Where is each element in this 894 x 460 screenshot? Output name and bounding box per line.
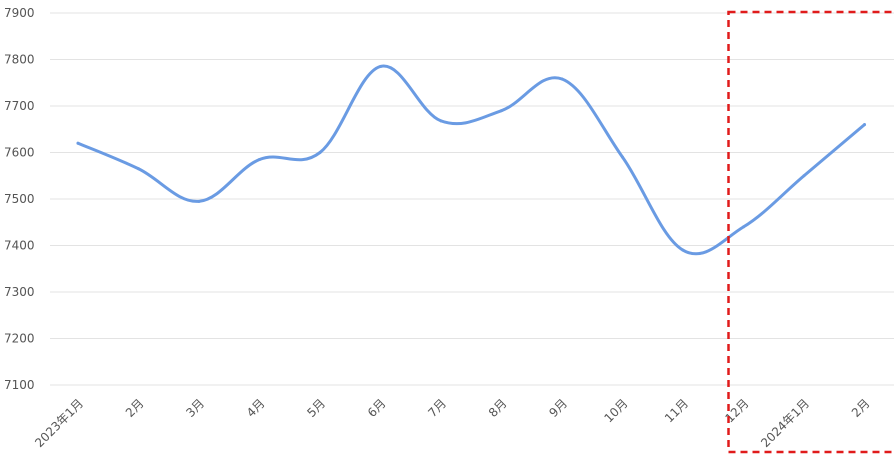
data-point bbox=[319, 151, 322, 154]
y-tick-label: 7100 bbox=[4, 378, 35, 392]
x-tick-label: 4月 bbox=[244, 396, 268, 420]
y-tick-label: 7500 bbox=[4, 192, 35, 206]
x-tick-label: 2023年1月 bbox=[32, 396, 86, 450]
series-line bbox=[78, 66, 865, 254]
data-point bbox=[137, 167, 140, 170]
y-tick-label: 7800 bbox=[4, 53, 35, 67]
x-tick-label: 5月 bbox=[304, 396, 328, 420]
x-tick-label: 2月 bbox=[849, 396, 873, 420]
data-point bbox=[742, 225, 745, 228]
data-point bbox=[258, 158, 261, 161]
y-tick-label: 7700 bbox=[4, 99, 35, 113]
data-point bbox=[198, 200, 201, 203]
data-point bbox=[561, 78, 564, 81]
y-axis-tick-labels: 7100 7200 7300 7400 7500 7600 7700 7800 7900 bbox=[4, 6, 35, 392]
x-tick-label: 8月 bbox=[486, 396, 510, 420]
x-tick-label: 2月 bbox=[123, 396, 147, 420]
data-point bbox=[77, 142, 80, 145]
y-tick-label: 7600 bbox=[4, 146, 35, 160]
data-point bbox=[440, 119, 443, 122]
forecast-highlight-box bbox=[729, 12, 894, 452]
y-tick-label: 7400 bbox=[4, 239, 35, 253]
x-tick-label: 3月 bbox=[183, 396, 207, 420]
data-point bbox=[803, 174, 806, 177]
grid-lines bbox=[50, 13, 894, 385]
x-tick-label: 12月 bbox=[722, 396, 751, 425]
x-tick-label: 9月 bbox=[546, 396, 570, 420]
y-tick-label: 7300 bbox=[4, 285, 35, 299]
y-tick-label: 7200 bbox=[4, 332, 35, 346]
data-point bbox=[379, 65, 382, 68]
x-tick-label: 2024年1月 bbox=[758, 396, 812, 450]
data-point bbox=[863, 123, 866, 126]
y-tick-label: 7900 bbox=[4, 6, 35, 20]
x-tick-label: 10月 bbox=[601, 396, 630, 425]
data-point bbox=[621, 156, 624, 159]
series-layer bbox=[77, 65, 867, 254]
x-tick-label: 7月 bbox=[425, 396, 449, 420]
x-tick-label: 6月 bbox=[365, 396, 389, 420]
x-tick-label: 11月 bbox=[662, 396, 691, 425]
data-point bbox=[682, 249, 685, 252]
data-point bbox=[500, 109, 503, 112]
